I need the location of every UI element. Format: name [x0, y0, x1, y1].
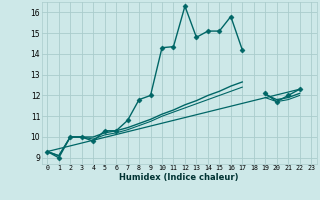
X-axis label: Humidex (Indice chaleur): Humidex (Indice chaleur): [119, 173, 239, 182]
